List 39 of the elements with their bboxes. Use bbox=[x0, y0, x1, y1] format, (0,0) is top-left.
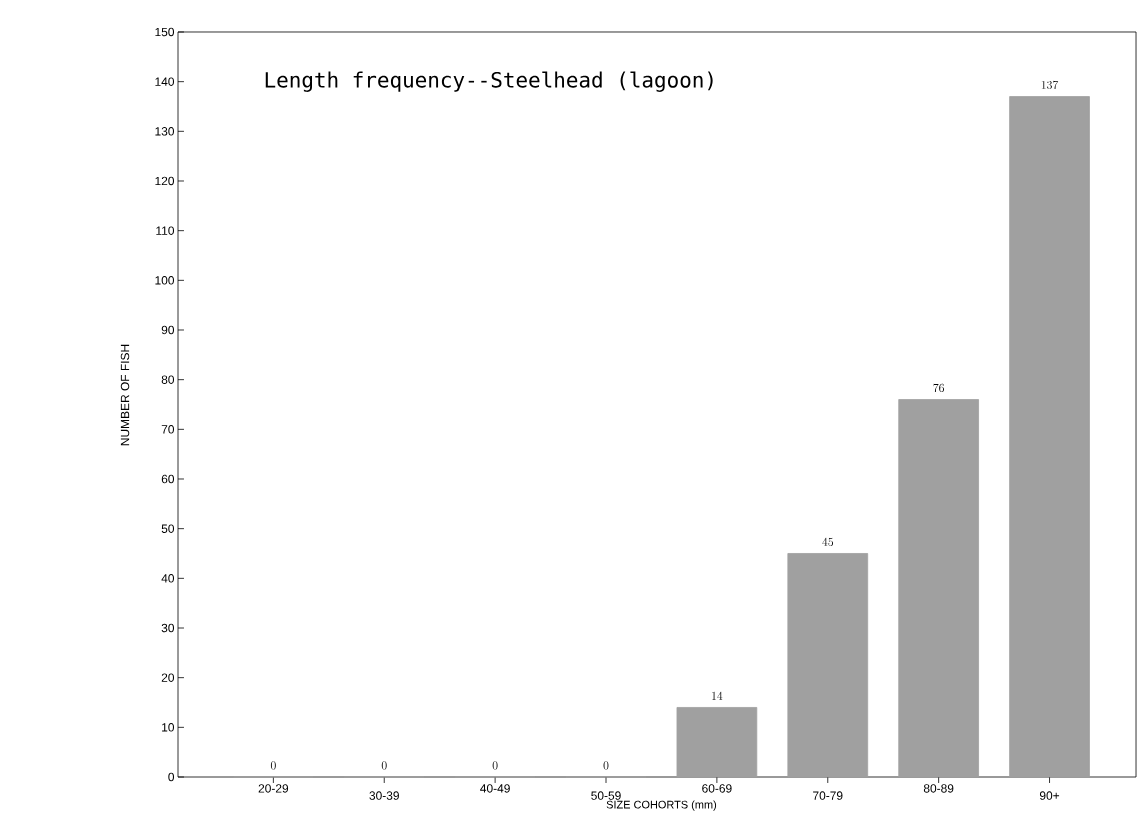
y-tick-label: 70 bbox=[161, 425, 175, 434]
y-tick-label: 140 bbox=[155, 77, 175, 86]
data-label: 0 bbox=[492, 761, 498, 770]
y-tick-label: 90 bbox=[161, 325, 175, 335]
data-label: 14 bbox=[712, 691, 723, 700]
x-axis-title: SIZE COHORTS (mm) bbox=[606, 800, 717, 811]
x-tick-label: 20-29 bbox=[258, 784, 289, 793]
y-tick-label: 30 bbox=[161, 623, 175, 633]
data-label: 76 bbox=[933, 383, 944, 393]
y-tick-label: 120 bbox=[155, 176, 175, 186]
bar bbox=[1009, 96, 1090, 778]
x-tick-label: 40-49 bbox=[480, 784, 510, 793]
x-tick-label: 30-39 bbox=[369, 791, 399, 800]
y-tick-label: 100 bbox=[155, 276, 175, 285]
y-tick-label: 40 bbox=[161, 574, 175, 583]
bar bbox=[787, 553, 869, 778]
x-tick-label: 70-79 bbox=[813, 791, 843, 800]
text: Length frequency--Steelhead (lagoon) bbox=[265, 71, 713, 92]
data-label: 0 bbox=[603, 761, 609, 770]
data-label: 0 bbox=[270, 761, 276, 770]
y-tick-label: 60 bbox=[161, 474, 175, 484]
x-tick-label: 60-69 bbox=[702, 784, 732, 793]
y-tick-label: 10 bbox=[162, 723, 175, 732]
y-tick-label: 0 bbox=[168, 772, 175, 782]
bar bbox=[898, 399, 979, 778]
data-label: 137 bbox=[1041, 80, 1059, 90]
data-label: 0 bbox=[381, 761, 387, 770]
y-axis-title: NUMBER OF FISH bbox=[120, 344, 130, 446]
y-tick-label: 80 bbox=[161, 375, 175, 384]
y-tick-label: 150 bbox=[155, 27, 175, 37]
bar bbox=[676, 707, 758, 778]
y-tick-label: 20 bbox=[161, 673, 175, 682]
y-tick-label: 130 bbox=[155, 127, 175, 136]
x-tick-label: 90+ bbox=[1039, 791, 1060, 800]
x-tick-label: 80-89 bbox=[923, 784, 954, 793]
x-tick-label: 50-59 bbox=[591, 791, 621, 800]
y-tick-label: 110 bbox=[156, 226, 175, 235]
y-tick-label: 50 bbox=[161, 524, 175, 533]
data-label: 45 bbox=[822, 537, 834, 547]
